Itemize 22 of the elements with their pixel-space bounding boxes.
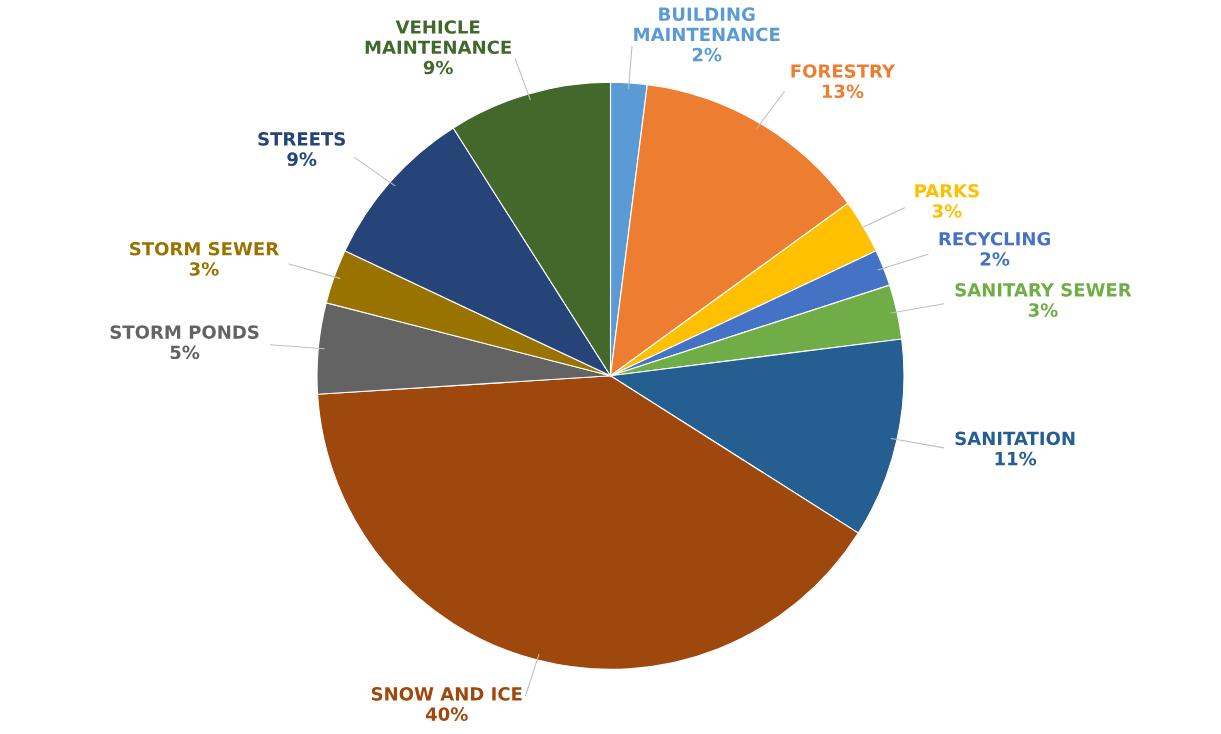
data-label: 5%	[170, 345, 200, 360]
data-label: 40%	[425, 707, 468, 721]
slice-label: VEHICLE MAINTENANCE	[365, 20, 511, 55]
data-label: 11%	[995, 451, 1037, 466]
slice-label: SANITARY SEWER	[955, 283, 1132, 297]
slice-label: STORM PONDS	[110, 325, 259, 339]
slice-label: FORESTRY	[791, 64, 896, 78]
slice-label: STREETS	[258, 132, 345, 146]
data-label: 2%	[692, 47, 722, 62]
data-label: 3%	[932, 204, 962, 218]
slice-label: SANITATION	[955, 431, 1075, 446]
slice-label: PARKS	[915, 183, 979, 198]
slice-label: STORM SEWER	[130, 241, 279, 256]
slice-label: RECYCLING	[939, 231, 1050, 246]
data-label: 2%	[980, 252, 1010, 266]
data-label: 9%	[423, 60, 453, 75]
data-label: 9%	[287, 152, 317, 166]
data-label: 13%	[822, 84, 864, 99]
data-label: 3%	[189, 262, 219, 276]
slice-label: SNOW AND ICE	[371, 687, 522, 701]
data-label: 3%	[1028, 303, 1058, 317]
slice-label: BUILDING MAINTENANCE	[634, 7, 780, 42]
